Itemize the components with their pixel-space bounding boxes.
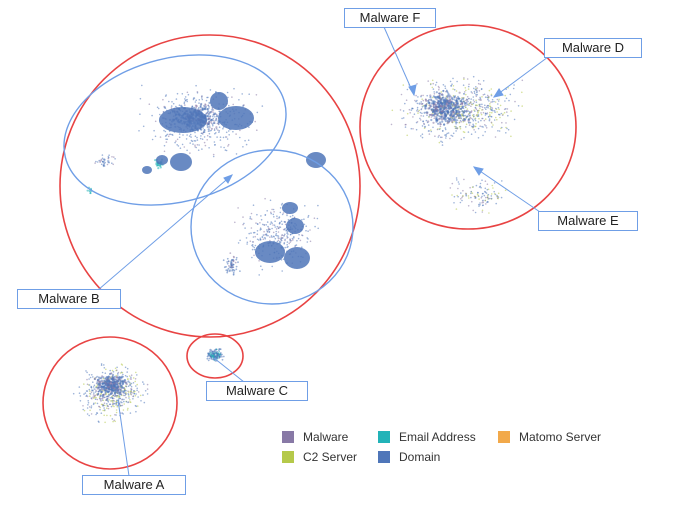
group-b2-outline: [190, 149, 354, 305]
def-core: [418, 89, 471, 128]
legend-item-email-address: Email Address: [378, 430, 476, 444]
b2-blob-1: [255, 241, 285, 263]
callout-malware-f: Malware F: [344, 8, 436, 28]
arrow-malware-b-icon: [223, 174, 234, 184]
leader-malware-a: [117, 399, 130, 477]
legend-swatch-c2-server: [282, 451, 294, 463]
leader-malware-e: [473, 166, 541, 213]
b2-blob-3: [286, 218, 304, 234]
node-blob-layer: [142, 92, 326, 269]
legend-label-email-address: Email Address: [399, 430, 476, 444]
legend-swatch-matomo-server: [498, 431, 510, 443]
legend-item-malware: Malware: [282, 430, 348, 444]
legend-swatch-malware: [282, 431, 294, 443]
leader-malware-f: [383, 26, 415, 96]
a-core: [93, 372, 132, 397]
b1-blob-1: [159, 107, 207, 133]
legend-label-domain: Domain: [399, 450, 441, 464]
b1-blob-5: [156, 155, 168, 165]
callout-malware-d: Malware D: [544, 38, 642, 58]
callout-malware-e: Malware E: [538, 211, 638, 231]
b2-blob-5: [306, 152, 326, 168]
def-lower: [449, 177, 507, 214]
legend-item-matomo-server: Matomo Server: [498, 430, 601, 444]
b1-blob-3: [210, 92, 228, 110]
b1-blob-2: [218, 106, 254, 130]
b2-blob-4: [282, 202, 298, 214]
arrow-malware-d-icon: [492, 88, 504, 98]
callout-malware-c: Malware C: [206, 381, 308, 401]
cluster-a-outline: [42, 336, 178, 470]
cluster-def-outline: [359, 24, 577, 230]
legend-item-domain: Domain: [378, 450, 440, 464]
legend-swatch-domain: [378, 451, 390, 463]
legend-swatch-email-address: [378, 431, 390, 443]
callout-malware-a: Malware A: [82, 475, 186, 495]
callout-malware-b: Malware B: [17, 289, 121, 309]
b2-blob-2: [284, 247, 310, 269]
arrow-malware-e-icon: [472, 166, 484, 176]
legend-item-c2-server: C2 Server: [282, 450, 357, 464]
c-cloud: [206, 348, 225, 362]
legend: Malware Email Address Matomo Server C2 S…: [282, 427, 642, 471]
b1-blob-4: [170, 153, 192, 171]
arrow-malware-f-icon: [408, 84, 417, 97]
b1-left: [94, 154, 116, 168]
leader-malware-c: [213, 357, 245, 383]
b2-left: [222, 252, 241, 276]
cluster-b-outline: [59, 34, 361, 338]
legend-label-matomo-server: Matomo Server: [519, 430, 602, 444]
legend-label-c2-server: C2 Server: [303, 450, 358, 464]
b1-blob-6: [142, 166, 152, 174]
leader-malware-d: [493, 56, 549, 98]
group-b1-outline: [63, 54, 287, 206]
cluster-c-outline: [186, 333, 244, 379]
leader-malware-b: [97, 174, 233, 291]
legend-label-malware: Malware: [303, 430, 349, 444]
